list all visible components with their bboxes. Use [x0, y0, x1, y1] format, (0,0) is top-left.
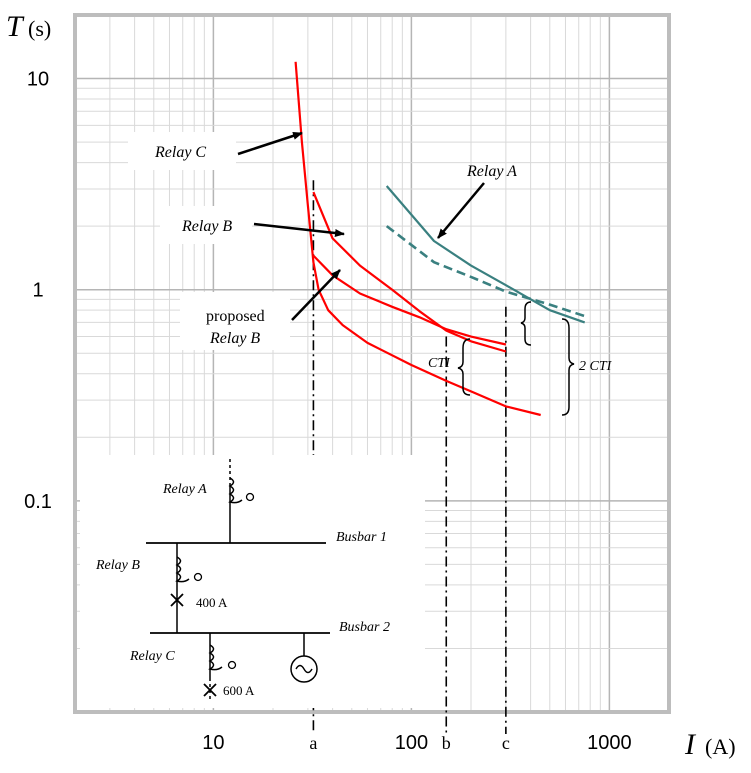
inset-background: [80, 455, 425, 708]
tick-labels: 10 100 1000 10 1 0.1: [24, 69, 632, 754]
annotation-relay-c: Relay C: [154, 144, 206, 161]
inset-fault-c: 600 A: [223, 683, 255, 698]
label-bg-relay-b: [160, 206, 252, 244]
fault-c-cross-icon: [203, 683, 217, 697]
series-line-relay-c: [294, 61, 541, 417]
series-line-relay-a: [385, 185, 586, 324]
inset-fault-b: 400 A: [196, 595, 228, 610]
label-bg-relay-c: [128, 132, 236, 170]
relay-a-terminal-icon: [245, 492, 255, 502]
marker-label-b: b: [442, 733, 451, 753]
arrow-relay-c: [237, 131, 303, 156]
marker-label-c: c: [502, 733, 510, 753]
annotation-relay-a: Relay A: [466, 163, 517, 180]
fault-b-cross-icon: [170, 593, 184, 607]
series-line-dashed-4: [385, 225, 586, 318]
x-axis-title: I (A): [684, 728, 736, 761]
marker-label-a: a: [309, 733, 317, 753]
y-tick-label: 1: [32, 280, 43, 302]
arrow-relay-a: [437, 182, 485, 239]
arrow-proposed: [291, 269, 341, 321]
y-tick-label: 10: [27, 69, 49, 91]
plot-frame: [73, 13, 671, 714]
brace-cti-small: [520, 301, 532, 346]
arrow-relay-b: [253, 222, 345, 237]
relay-a-coil-icon: [228, 477, 243, 504]
relay-b-terminal-icon: [193, 572, 203, 582]
single-line-diagram-inset: Relay A Busbar 1 Relay B 400 A Busbar 2 …: [80, 455, 425, 708]
relay-c-coil-icon: [208, 644, 223, 671]
generator-wave-icon: [295, 664, 313, 674]
annotation-cti: CTI: [428, 356, 451, 371]
annotation-proposed-line1: proposed: [206, 308, 265, 325]
series-lines: [294, 61, 586, 417]
y-axis-unit: (s): [28, 16, 51, 41]
x-axis-symbol: I: [684, 728, 697, 761]
x-tick-label: 10: [202, 732, 224, 754]
brace-2cti-right: [561, 318, 575, 416]
inset-relay-a: Relay A: [162, 482, 207, 497]
x-tick-label: 1000: [587, 732, 632, 754]
y-axis-title: T (s): [6, 10, 51, 43]
x-axis-unit: (A): [705, 734, 736, 759]
y-axis-symbol: T: [6, 10, 25, 43]
inset-relay-b: Relay B: [95, 558, 140, 573]
annotation-2cti: 2 CTI: [579, 359, 613, 374]
relay-b-coil-icon: [175, 556, 190, 583]
inset-busbar-2: Busbar 2: [339, 620, 390, 635]
label-bg-proposed: [180, 292, 290, 350]
inset-busbar-1: Busbar 1: [336, 530, 387, 545]
y-tick-label: 0.1: [24, 491, 52, 513]
annotation-relay-b: Relay B: [181, 218, 232, 235]
annotation-proposed-line2: Relay B: [209, 330, 260, 347]
inset-relay-c: Relay C: [129, 649, 175, 664]
relay-c-terminal-icon: [227, 660, 237, 670]
x-tick-label: 100: [395, 732, 428, 754]
brace-cti-left: [457, 338, 471, 396]
